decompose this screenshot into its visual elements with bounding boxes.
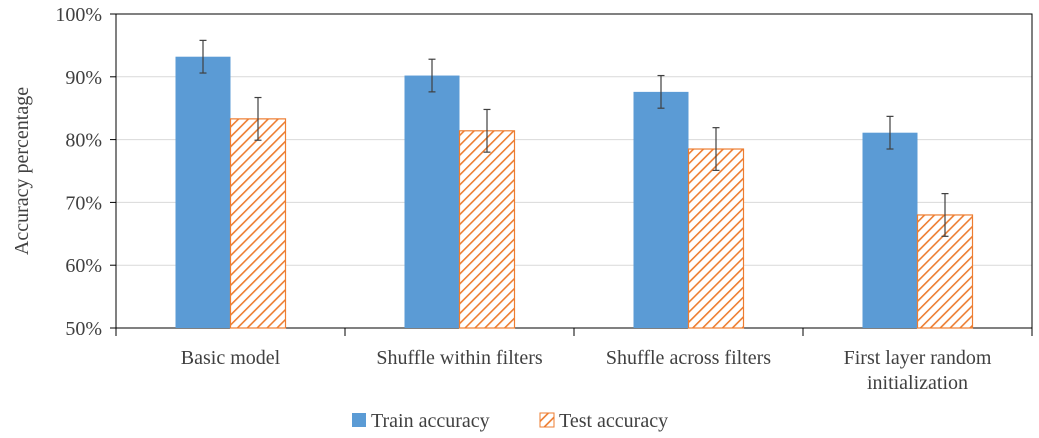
bar-train xyxy=(175,56,231,328)
bar-train xyxy=(404,75,460,328)
x-category-label: initialization xyxy=(867,372,968,394)
legend-swatch-train xyxy=(352,413,366,427)
y-tick-label: 50% xyxy=(65,318,102,340)
axes xyxy=(110,13,1033,336)
bar-test xyxy=(458,130,516,329)
y-tick-label: 70% xyxy=(65,192,102,214)
bar-test xyxy=(229,118,287,329)
bar-test xyxy=(687,148,745,329)
legend-label-train: Train accuracy xyxy=(371,410,490,432)
bar-train xyxy=(633,91,689,328)
bar-train xyxy=(862,132,918,328)
y-tick-label: 100% xyxy=(55,4,102,26)
bars xyxy=(175,56,974,329)
error-bars xyxy=(199,39,949,237)
x-category-label: Basic model xyxy=(181,347,281,369)
x-category-label: Shuffle within filters xyxy=(376,347,542,369)
x-category-label: First layer random xyxy=(844,347,992,369)
y-tick-label: 80% xyxy=(65,130,102,152)
y-axis-title: Accuracy percentage xyxy=(11,87,33,255)
y-tick-label: 60% xyxy=(65,255,102,277)
legend: Train accuracy Test accuracy xyxy=(352,410,668,432)
labels: 50% 60% 70% 80% 90% 100% Basic model Shuffle wi… xyxy=(11,4,992,394)
legend-label-test: Test accuracy xyxy=(559,410,668,432)
y-tick-label: 90% xyxy=(65,67,102,89)
x-category-label: Shuffle across filters xyxy=(606,347,771,369)
legend-swatch-test xyxy=(539,412,555,428)
